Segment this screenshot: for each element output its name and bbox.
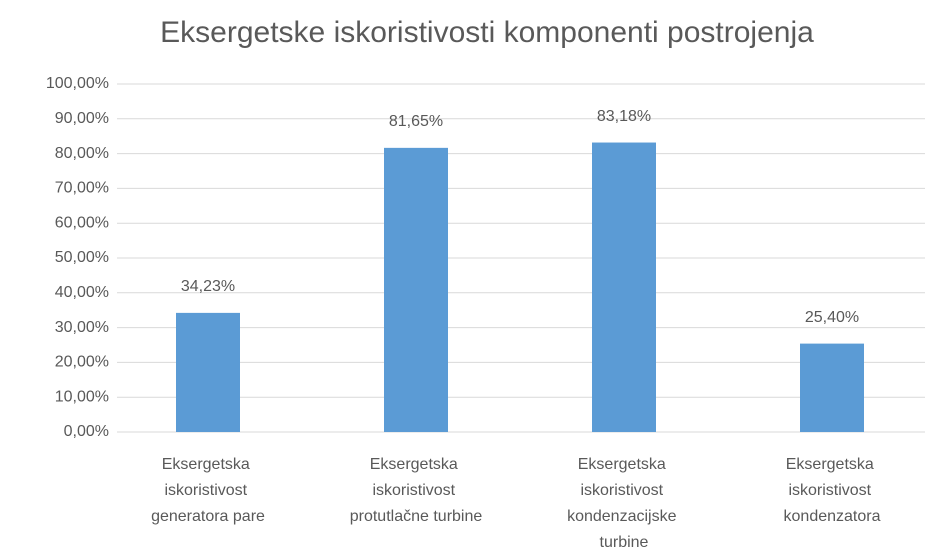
data-label: 25,40% xyxy=(805,309,859,326)
y-tick-label: 0,00% xyxy=(64,423,109,440)
y-tick-label: 60,00% xyxy=(55,214,109,231)
y-tick-label: 80,00% xyxy=(55,145,109,162)
bar xyxy=(176,312,240,432)
x-tick-label: Eksergetska iskoristivost kondenzatora xyxy=(784,456,881,525)
x-tick-label: Eksergetska iskoristivost generatora par… xyxy=(151,456,265,525)
y-tick-label: 40,00% xyxy=(55,284,109,301)
data-label: 83,18% xyxy=(597,108,651,125)
x-tick-label: Eksergetska iskoristivost protutlačne tu… xyxy=(350,456,483,525)
y-tick-label: 100,00% xyxy=(46,75,109,92)
x-tick-label: Eksergetska iskoristivost kondenzacijske… xyxy=(567,456,681,551)
data-label: 81,65% xyxy=(389,113,443,130)
y-tick-label: 90,00% xyxy=(55,110,109,127)
y-tick-label: 50,00% xyxy=(55,249,109,266)
chart-title: Eksergetske iskoristivosti komponenti po… xyxy=(160,16,814,49)
y-tick-label: 10,00% xyxy=(55,388,109,405)
bar xyxy=(384,147,448,432)
y-tick-label: 30,00% xyxy=(55,319,109,336)
y-tick-label: 20,00% xyxy=(55,354,109,371)
bar xyxy=(592,142,656,432)
y-tick-label: 70,00% xyxy=(55,180,109,197)
bar xyxy=(800,343,864,432)
data-label: 34,23% xyxy=(181,278,235,295)
